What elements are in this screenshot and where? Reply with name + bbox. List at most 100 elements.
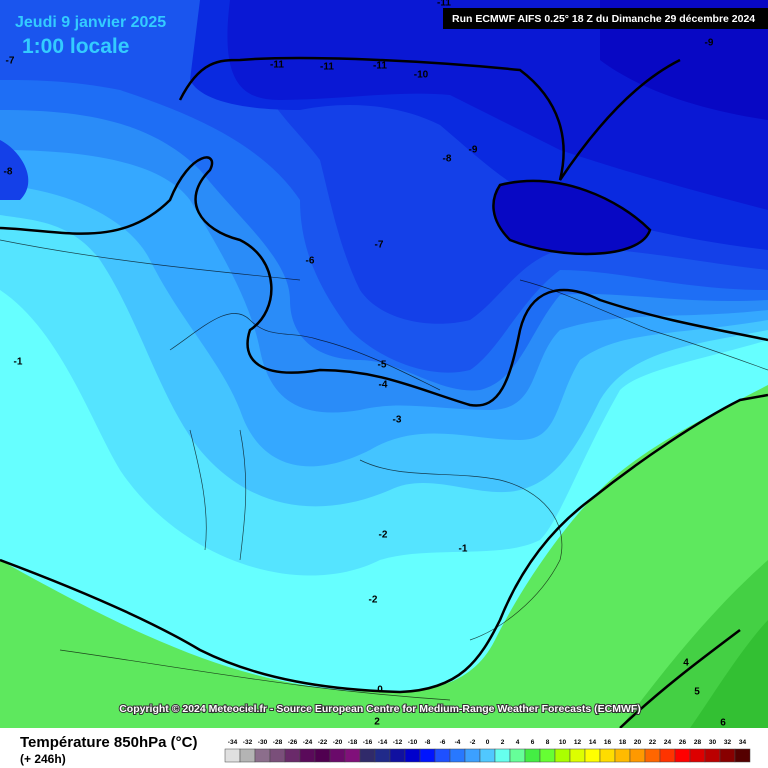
scale-label: -24 bbox=[303, 739, 313, 746]
contour-label: -8 bbox=[443, 154, 452, 165]
coast bbox=[519, 279, 768, 371]
band-m10 bbox=[493, 0, 768, 254]
scale-label: 16 bbox=[604, 739, 612, 746]
scale-cell bbox=[314, 748, 331, 763]
scale-cell bbox=[359, 748, 376, 763]
coast bbox=[0, 239, 451, 701]
contour-label: -10 bbox=[414, 70, 429, 81]
coastlines bbox=[0, 239, 768, 701]
contour-label: -6 bbox=[306, 256, 315, 267]
scale-cell bbox=[569, 748, 586, 763]
scale-cell bbox=[539, 748, 556, 763]
isotherm bbox=[0, 393, 768, 694]
contour-label: -4 bbox=[379, 380, 388, 391]
scale-cell bbox=[224, 748, 241, 763]
contour-label: -2 bbox=[379, 530, 388, 541]
scale-label: -6 bbox=[440, 739, 446, 746]
contour-label: -8 bbox=[4, 167, 13, 178]
scale-label: 4 bbox=[516, 739, 520, 746]
isotherm bbox=[0, 156, 768, 407]
contour-label: -11 bbox=[320, 62, 334, 73]
coast bbox=[359, 459, 563, 641]
scale-cell bbox=[734, 748, 751, 763]
scale-label: -8 bbox=[425, 739, 431, 746]
scale-label: -20 bbox=[333, 739, 343, 746]
scale-cell bbox=[689, 748, 706, 763]
scale-label: 20 bbox=[634, 739, 642, 746]
scale-label: -34 bbox=[228, 739, 238, 746]
scale-cell bbox=[614, 748, 631, 763]
scale-label: 22 bbox=[649, 739, 657, 746]
scale-label: 26 bbox=[679, 739, 687, 746]
scale-label: -16 bbox=[363, 739, 373, 746]
scale-cell bbox=[524, 748, 541, 763]
scale-label: 2 bbox=[501, 739, 505, 746]
scale-cell bbox=[479, 748, 496, 763]
scale-cell bbox=[254, 748, 271, 763]
scale-cell bbox=[659, 748, 676, 763]
scale-cell bbox=[434, 748, 451, 763]
scale-label: 32 bbox=[724, 739, 732, 746]
contour-label: -11 bbox=[373, 61, 387, 72]
contour-label: -11 bbox=[437, 0, 451, 9]
scale-cell bbox=[239, 748, 256, 763]
legend-title: Température 850hPa (°C) bbox=[20, 734, 197, 751]
scale-cell bbox=[629, 748, 646, 763]
scale-label: 6 bbox=[531, 739, 535, 746]
contour-labels: -11-9-7 -11 -11 -11-10-8-9-8-7-6-1 -5-4-3-2-… bbox=[4, 0, 727, 729]
scale-label: -32 bbox=[243, 739, 253, 746]
contour-label: 0 bbox=[377, 685, 383, 696]
scale-label: 24 bbox=[664, 739, 672, 746]
scale-label: 34 bbox=[739, 739, 747, 746]
copyright: Copyright © 2024 Meteociel.fr - Source E… bbox=[119, 703, 641, 715]
scale-cell bbox=[704, 748, 721, 763]
isotherm bbox=[178, 56, 681, 181]
scale-label: -14 bbox=[378, 739, 388, 746]
scale-cell bbox=[644, 748, 661, 763]
scale-cell bbox=[674, 748, 691, 763]
scale-cell bbox=[344, 748, 361, 763]
contour-label: -2 bbox=[369, 595, 378, 606]
scale-cell bbox=[494, 748, 511, 763]
contour-label: -9 bbox=[469, 145, 478, 156]
run-box bbox=[443, 8, 768, 29]
contour-label: 6 bbox=[720, 718, 726, 729]
scale-cell bbox=[389, 748, 406, 763]
scale-cell bbox=[509, 748, 526, 763]
scale-cell bbox=[464, 748, 481, 763]
scale-cell bbox=[269, 748, 286, 763]
scale-label: 8 bbox=[546, 739, 550, 746]
scale-cell bbox=[554, 748, 571, 763]
contour-label: -7 bbox=[375, 240, 384, 251]
scale-label: 0 bbox=[486, 739, 490, 746]
scale-label: 14 bbox=[589, 739, 597, 746]
scale-label: 30 bbox=[709, 739, 717, 746]
scale-label: -4 bbox=[455, 739, 461, 746]
isotherm bbox=[492, 179, 652, 256]
band-m8-west bbox=[0, 140, 29, 200]
contour-label: -1 bbox=[14, 357, 23, 368]
contour-label: 5 bbox=[694, 687, 700, 698]
thick-isotherms bbox=[0, 56, 768, 729]
coast bbox=[189, 429, 247, 561]
contour-label: -9 bbox=[705, 38, 714, 49]
isotherm bbox=[619, 629, 741, 729]
scale-label: 10 bbox=[559, 739, 567, 746]
scale-cell bbox=[719, 748, 736, 763]
contour-label: 4 bbox=[683, 658, 689, 669]
contour-label: -5 bbox=[378, 360, 387, 371]
scale-label: -22 bbox=[318, 739, 328, 746]
scale-cell bbox=[404, 748, 421, 763]
scale-label: -18 bbox=[348, 739, 358, 746]
scale-label: -12 bbox=[393, 739, 403, 746]
scale-label: -30 bbox=[258, 739, 268, 746]
contour-label: 2 bbox=[374, 717, 380, 728]
temperature-field bbox=[0, 0, 768, 728]
contour-label: -11 bbox=[270, 60, 284, 71]
lead-time: (+ 246h) bbox=[20, 752, 66, 766]
date: Jeudi 9 janvier 2025 bbox=[15, 14, 166, 31]
scale-label: -10 bbox=[408, 739, 418, 746]
contour-label: -3 bbox=[393, 415, 402, 426]
run-info: Run ECMWF AIFS 0.25° 18 Z du Dimanche 29… bbox=[452, 13, 755, 25]
